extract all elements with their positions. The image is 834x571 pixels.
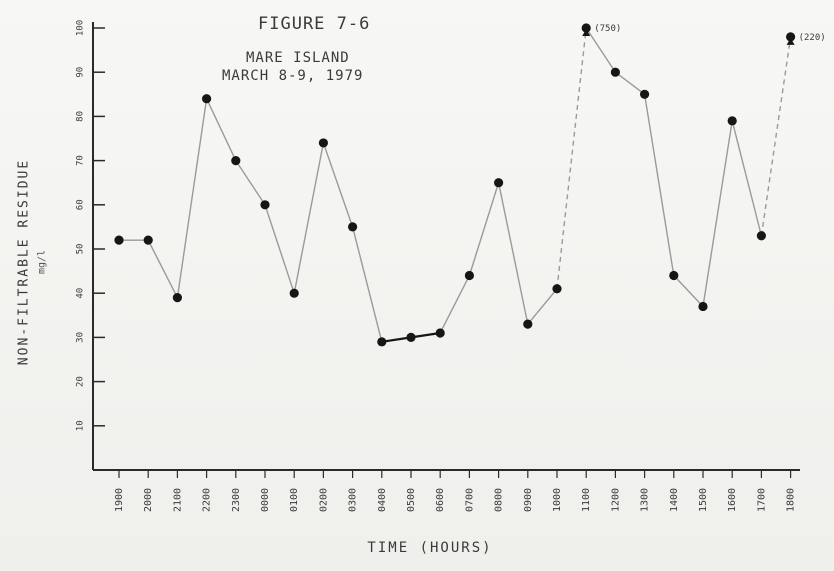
x-tick-label: 1300 — [640, 488, 651, 512]
x-tick-label: 0000 — [260, 488, 271, 512]
x-tick-label: 1900 — [114, 488, 125, 512]
x-tick-label: 2100 — [172, 488, 183, 512]
data-point — [318, 138, 328, 148]
data-point — [610, 67, 621, 77]
series-segment — [351, 226, 383, 342]
chart-points — [114, 23, 796, 347]
y-tick-label: 100 — [76, 20, 86, 36]
y-tick-label: 30 — [76, 332, 86, 343]
offscale-value-label: (750) — [594, 24, 621, 34]
y-tick-label: 80 — [76, 111, 86, 122]
series-segment — [205, 98, 237, 161]
x-tick-label: 0800 — [494, 488, 505, 512]
chart-axes — [92, 22, 800, 471]
data-point — [523, 319, 533, 329]
y-tick-label: 60 — [76, 199, 86, 210]
series-segment — [322, 142, 354, 228]
data-point — [786, 32, 796, 42]
data-point — [435, 328, 445, 338]
data-point — [231, 156, 241, 166]
data-point — [406, 332, 416, 342]
data-point — [669, 270, 679, 281]
data-point — [464, 270, 474, 281]
x-axis-label: TIME (HOURS) — [367, 540, 493, 556]
series-segment — [264, 204, 295, 294]
x-tick-label: 0200 — [318, 488, 329, 512]
x-tick-label: 1000 — [552, 488, 563, 512]
chart-ticks: 10 20 30 40 50 60 70 80 90 100 1900 2000 2100 2200 230… — [76, 20, 797, 512]
series-segment — [497, 182, 529, 325]
x-tick-label: 0700 — [464, 488, 475, 512]
x-tick-label: 0600 — [435, 488, 446, 512]
data-point — [552, 284, 562, 294]
series-segment — [527, 288, 558, 325]
series-segment-dashed — [760, 36, 792, 236]
data-point — [172, 293, 182, 303]
data-point — [260, 200, 270, 210]
x-tick-label: 1600 — [727, 488, 738, 512]
series-segment — [235, 160, 266, 206]
y-tick-label: 10 — [76, 420, 86, 431]
data-point — [289, 288, 299, 298]
series-segment-dashed — [556, 27, 587, 289]
y-tick-label: 50 — [76, 244, 86, 255]
x-tick-label: 2300 — [231, 488, 242, 512]
data-point — [640, 89, 650, 99]
y-tick-label: 70 — [76, 155, 86, 166]
data-point — [143, 235, 153, 245]
x-tick-label: 1800 — [786, 488, 797, 512]
chart-subtitle-location: MARE ISLAND — [246, 50, 350, 66]
x-tick-label: 0100 — [289, 488, 300, 512]
series-segment — [702, 120, 733, 307]
y-axis-label: NON-FILTRABLE RESIDUE — [16, 158, 32, 366]
data-point — [756, 231, 767, 241]
offscale-arrow — [786, 37, 795, 45]
data-point — [727, 116, 737, 126]
data-point — [494, 178, 504, 188]
chart-series-line — [119, 27, 792, 343]
series-segment — [410, 331, 441, 339]
x-tick-label: 0900 — [523, 488, 534, 512]
x-tick-label: 1500 — [698, 488, 709, 512]
series-segment — [673, 275, 704, 307]
chart-annotations: (750) (220) — [582, 24, 826, 45]
data-point — [348, 222, 358, 232]
series-segment — [468, 182, 500, 276]
data-point — [581, 23, 591, 33]
y-axis-unit: mg/l — [36, 249, 48, 275]
x-tick-label: 0400 — [377, 488, 388, 512]
x-tick-label: 0300 — [348, 488, 359, 512]
series-segment — [585, 27, 616, 73]
x-tick-label: 1700 — [756, 488, 767, 512]
series-segment — [293, 142, 325, 294]
x-tick-label: 2000 — [143, 488, 154, 512]
series-segment — [147, 239, 179, 298]
chart-title: FIGURE 7-6 — [258, 14, 371, 34]
chart-subtitle-date: MARCH 8-9, 1979 — [222, 68, 364, 84]
x-tick-label: 1400 — [669, 488, 680, 512]
x-tick-label: 1200 — [610, 488, 621, 512]
x-tick-label: 2200 — [202, 488, 213, 512]
series-segment — [731, 120, 763, 236]
data-point — [114, 235, 124, 245]
series-segment — [614, 71, 646, 95]
series-segment — [176, 98, 208, 298]
data-point — [202, 94, 212, 104]
series-segment — [381, 336, 412, 343]
data-point — [377, 337, 387, 347]
x-tick-label: 1100 — [581, 488, 592, 512]
offscale-arrow — [582, 29, 591, 36]
data-point — [698, 301, 708, 312]
y-tick-label: 40 — [76, 288, 86, 299]
y-tick-label: 90 — [76, 67, 86, 78]
x-tick-label: 0500 — [406, 488, 417, 512]
y-tick-label: 20 — [76, 376, 86, 387]
offscale-value-label: (220) — [799, 33, 826, 43]
series-segment — [439, 275, 471, 334]
series-segment — [643, 94, 675, 276]
